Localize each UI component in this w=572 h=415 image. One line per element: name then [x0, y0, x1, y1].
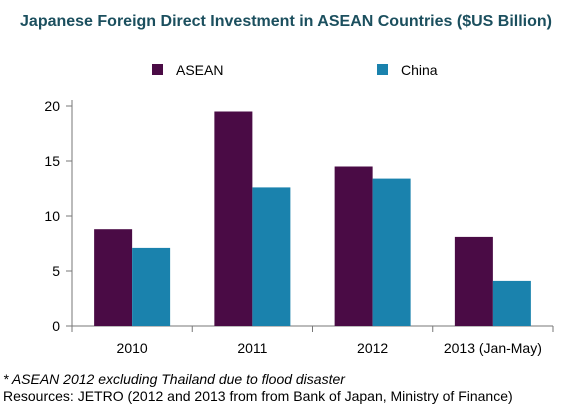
chart-title: Japanese Foreign Direct Investment in AS… — [20, 13, 552, 30]
bar-group — [94, 111, 531, 326]
legend-label-china: China — [401, 62, 438, 78]
x-tick-label: 2012 — [357, 340, 388, 356]
x-axis: 2010 2011 2012 2013 (Jan-May) — [71, 325, 554, 356]
y-axis: 0 5 10 15 20 — [44, 98, 73, 334]
footnote-sources: Resources: JETRO (2012 and 2013 from fro… — [3, 388, 513, 404]
chart-legend: ASEAN China — [152, 62, 438, 78]
x-tick-label: 2011 — [237, 340, 267, 356]
legend-label-asean: ASEAN — [176, 62, 223, 78]
bar-china-2 — [372, 178, 411, 326]
bar-asean-1 — [214, 111, 253, 326]
y-tick-label: 0 — [52, 318, 60, 334]
y-tick-label: 5 — [52, 263, 60, 279]
bar-asean-2 — [334, 166, 373, 326]
y-tick-label: 20 — [44, 98, 60, 114]
y-tick-label: 15 — [44, 153, 60, 169]
bar-china-1 — [252, 187, 291, 326]
y-tick-label: 10 — [44, 208, 60, 224]
bar-asean-3 — [454, 236, 493, 326]
footnote-asean-exclusion: * ASEAN 2012 excluding Thailand due to f… — [3, 371, 345, 387]
bar-asean-0 — [94, 229, 133, 326]
bar-china-3 — [492, 280, 531, 326]
x-tick-label: 2013 (Jan-May) — [444, 340, 542, 356]
x-tick-label: 2010 — [117, 340, 148, 356]
legend-swatch-china — [377, 64, 388, 75]
bar-china-0 — [132, 247, 171, 326]
legend-swatch-asean — [152, 64, 163, 75]
